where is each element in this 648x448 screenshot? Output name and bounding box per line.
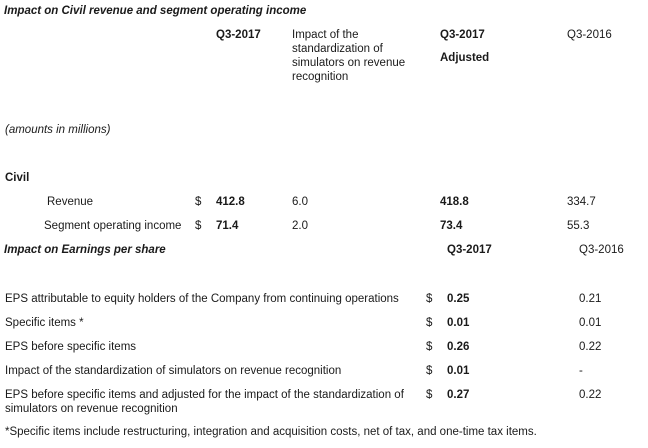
eps-header-q3-2017: Q3-2017 [447, 244, 492, 256]
specific-items-label: Specific items * [5, 317, 84, 329]
soi-adjusted: 73.4 [440, 220, 463, 232]
civil-section-title: Impact on Civil revenue and segment oper… [4, 5, 307, 17]
currency-symbol: $ [426, 341, 433, 353]
eps-before-specific-q3-2017: 0.26 [447, 341, 470, 353]
currency-symbol: $ [426, 389, 433, 401]
eps-q3-2016: 0.21 [579, 293, 602, 305]
header-q3-2017-adjusted-label: Adjusted [440, 52, 490, 64]
impact-standardization-q3-2016: - [579, 365, 583, 377]
eps-q3-2017: 0.25 [447, 293, 470, 305]
revenue-impact: 6.0 [292, 196, 308, 208]
header-q3-2017: Q3-2017 [216, 29, 261, 41]
row-label-segment-operating-income: Segment operating income [44, 220, 182, 232]
currency-symbol: $ [426, 317, 433, 329]
eps-adjusted-q3-2016: 0.22 [579, 389, 602, 401]
revenue-q3-2017: 412.8 [216, 196, 245, 208]
specific-items-q3-2016: 0.01 [579, 317, 602, 329]
header-impact-standardization: Impact of the standardization of simulat… [292, 29, 406, 83]
eps-adjusted-q3-2017: 0.27 [447, 389, 470, 401]
header-q3-2016: Q3-2016 [567, 29, 612, 41]
eps-section-title: Impact on Earnings per share [4, 244, 166, 256]
civil-group-label: Civil [5, 172, 30, 184]
revenue-adjusted: 418.8 [440, 196, 469, 208]
soi-q3-2016: 55.3 [567, 220, 590, 232]
revenue-q3-2016: 334.7 [567, 196, 596, 208]
currency-symbol: $ [195, 196, 202, 208]
impact-standardization-q3-2017: 0.01 [447, 365, 470, 377]
footnote: *Specific items include restructuring, i… [5, 426, 537, 438]
impact-standardization-label: Impact of the standardization of simulat… [5, 365, 342, 377]
eps-adjusted-label-line2: simulators on revenue recognition [5, 403, 178, 415]
eps-before-specific-label: EPS before specific items [5, 341, 137, 353]
amounts-note: (amounts in millions) [5, 124, 111, 136]
soi-impact: 2.0 [292, 220, 308, 232]
eps-adjusted-label-line1: EPS before specific items and adjusted f… [5, 389, 404, 401]
eps-before-specific-q3-2016: 0.22 [579, 341, 602, 353]
specific-items-q3-2017: 0.01 [447, 317, 470, 329]
currency-symbol: $ [426, 365, 433, 377]
currency-symbol: $ [426, 293, 433, 305]
header-q3-2017-adjusted-year: Q3-2017 [440, 29, 485, 41]
eps-row-label: EPS attributable to equity holders of th… [5, 293, 399, 305]
row-label-revenue: Revenue [47, 196, 94, 208]
soi-q3-2017: 71.4 [216, 220, 239, 232]
eps-header-q3-2016: Q3-2016 [579, 244, 624, 256]
currency-symbol: $ [195, 220, 202, 232]
